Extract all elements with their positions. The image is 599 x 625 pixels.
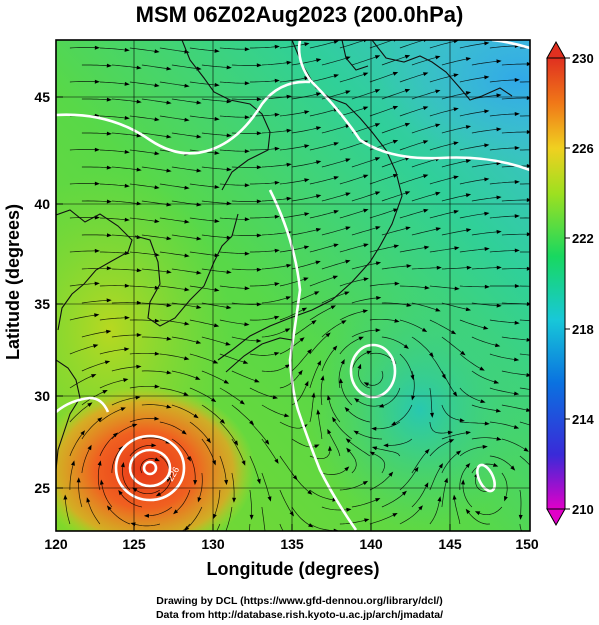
cool-region-east	[310, 290, 530, 530]
x-tick-label: 145	[438, 536, 462, 552]
colorbar-tick-label: 226	[572, 141, 594, 156]
colorbar-scale	[546, 57, 566, 510]
x-axis-label: Longitude (degrees)	[206, 559, 379, 579]
y-axis: 25 30 35 40 45 Latitude (degrees)	[3, 89, 63, 496]
x-tick-label: 135	[280, 536, 304, 552]
x-tick-label: 140	[359, 536, 383, 552]
warm-anomaly-typhoon	[56, 385, 255, 531]
plot-frame	[55, 39, 531, 532]
colorbar-min-arrow	[546, 508, 566, 527]
x-tick-label: 125	[122, 536, 146, 552]
colorbar-tick-label: 222	[572, 231, 594, 246]
grid-lines	[56, 40, 530, 531]
y-axis-label: Latitude (degrees)	[3, 204, 23, 360]
x-axis: 120 125 130 135 140 145 150 Longitude (d…	[44, 524, 539, 579]
credit-drawing: Drawing by DCL (https://www.gfd-dennou.o…	[156, 595, 443, 607]
y-tick-label: 35	[34, 296, 50, 312]
x-tick-label: 150	[515, 536, 539, 552]
colorbar-tick-label: 218	[572, 322, 594, 337]
colorbar-tick-label: 214	[572, 412, 594, 427]
map-title: MSM 06Z02Aug2023 (200.0hPa)	[135, 2, 464, 27]
colorbar: 230 226 222 218 214 210	[546, 40, 594, 527]
x-tick-label: 120	[44, 536, 68, 552]
wind-arrows	[63, 40, 530, 531]
y-tick-label: 40	[34, 196, 50, 212]
credit-data: Data from http://database.rish.kyoto-u.a…	[155, 609, 444, 621]
cool-region-northeast	[380, 40, 530, 170]
coastlines	[56, 40, 513, 471]
colorbar-tick-label: 210	[572, 502, 594, 517]
y-tick-label: 45	[34, 89, 50, 105]
colorbar-tick-label: 230	[572, 51, 594, 66]
y-tick-label: 25	[34, 480, 50, 496]
colorbar-max-arrow	[546, 40, 566, 59]
y-tick-label: 30	[34, 388, 50, 404]
contour-lines	[56, 40, 530, 531]
x-tick-label: 130	[201, 536, 225, 552]
